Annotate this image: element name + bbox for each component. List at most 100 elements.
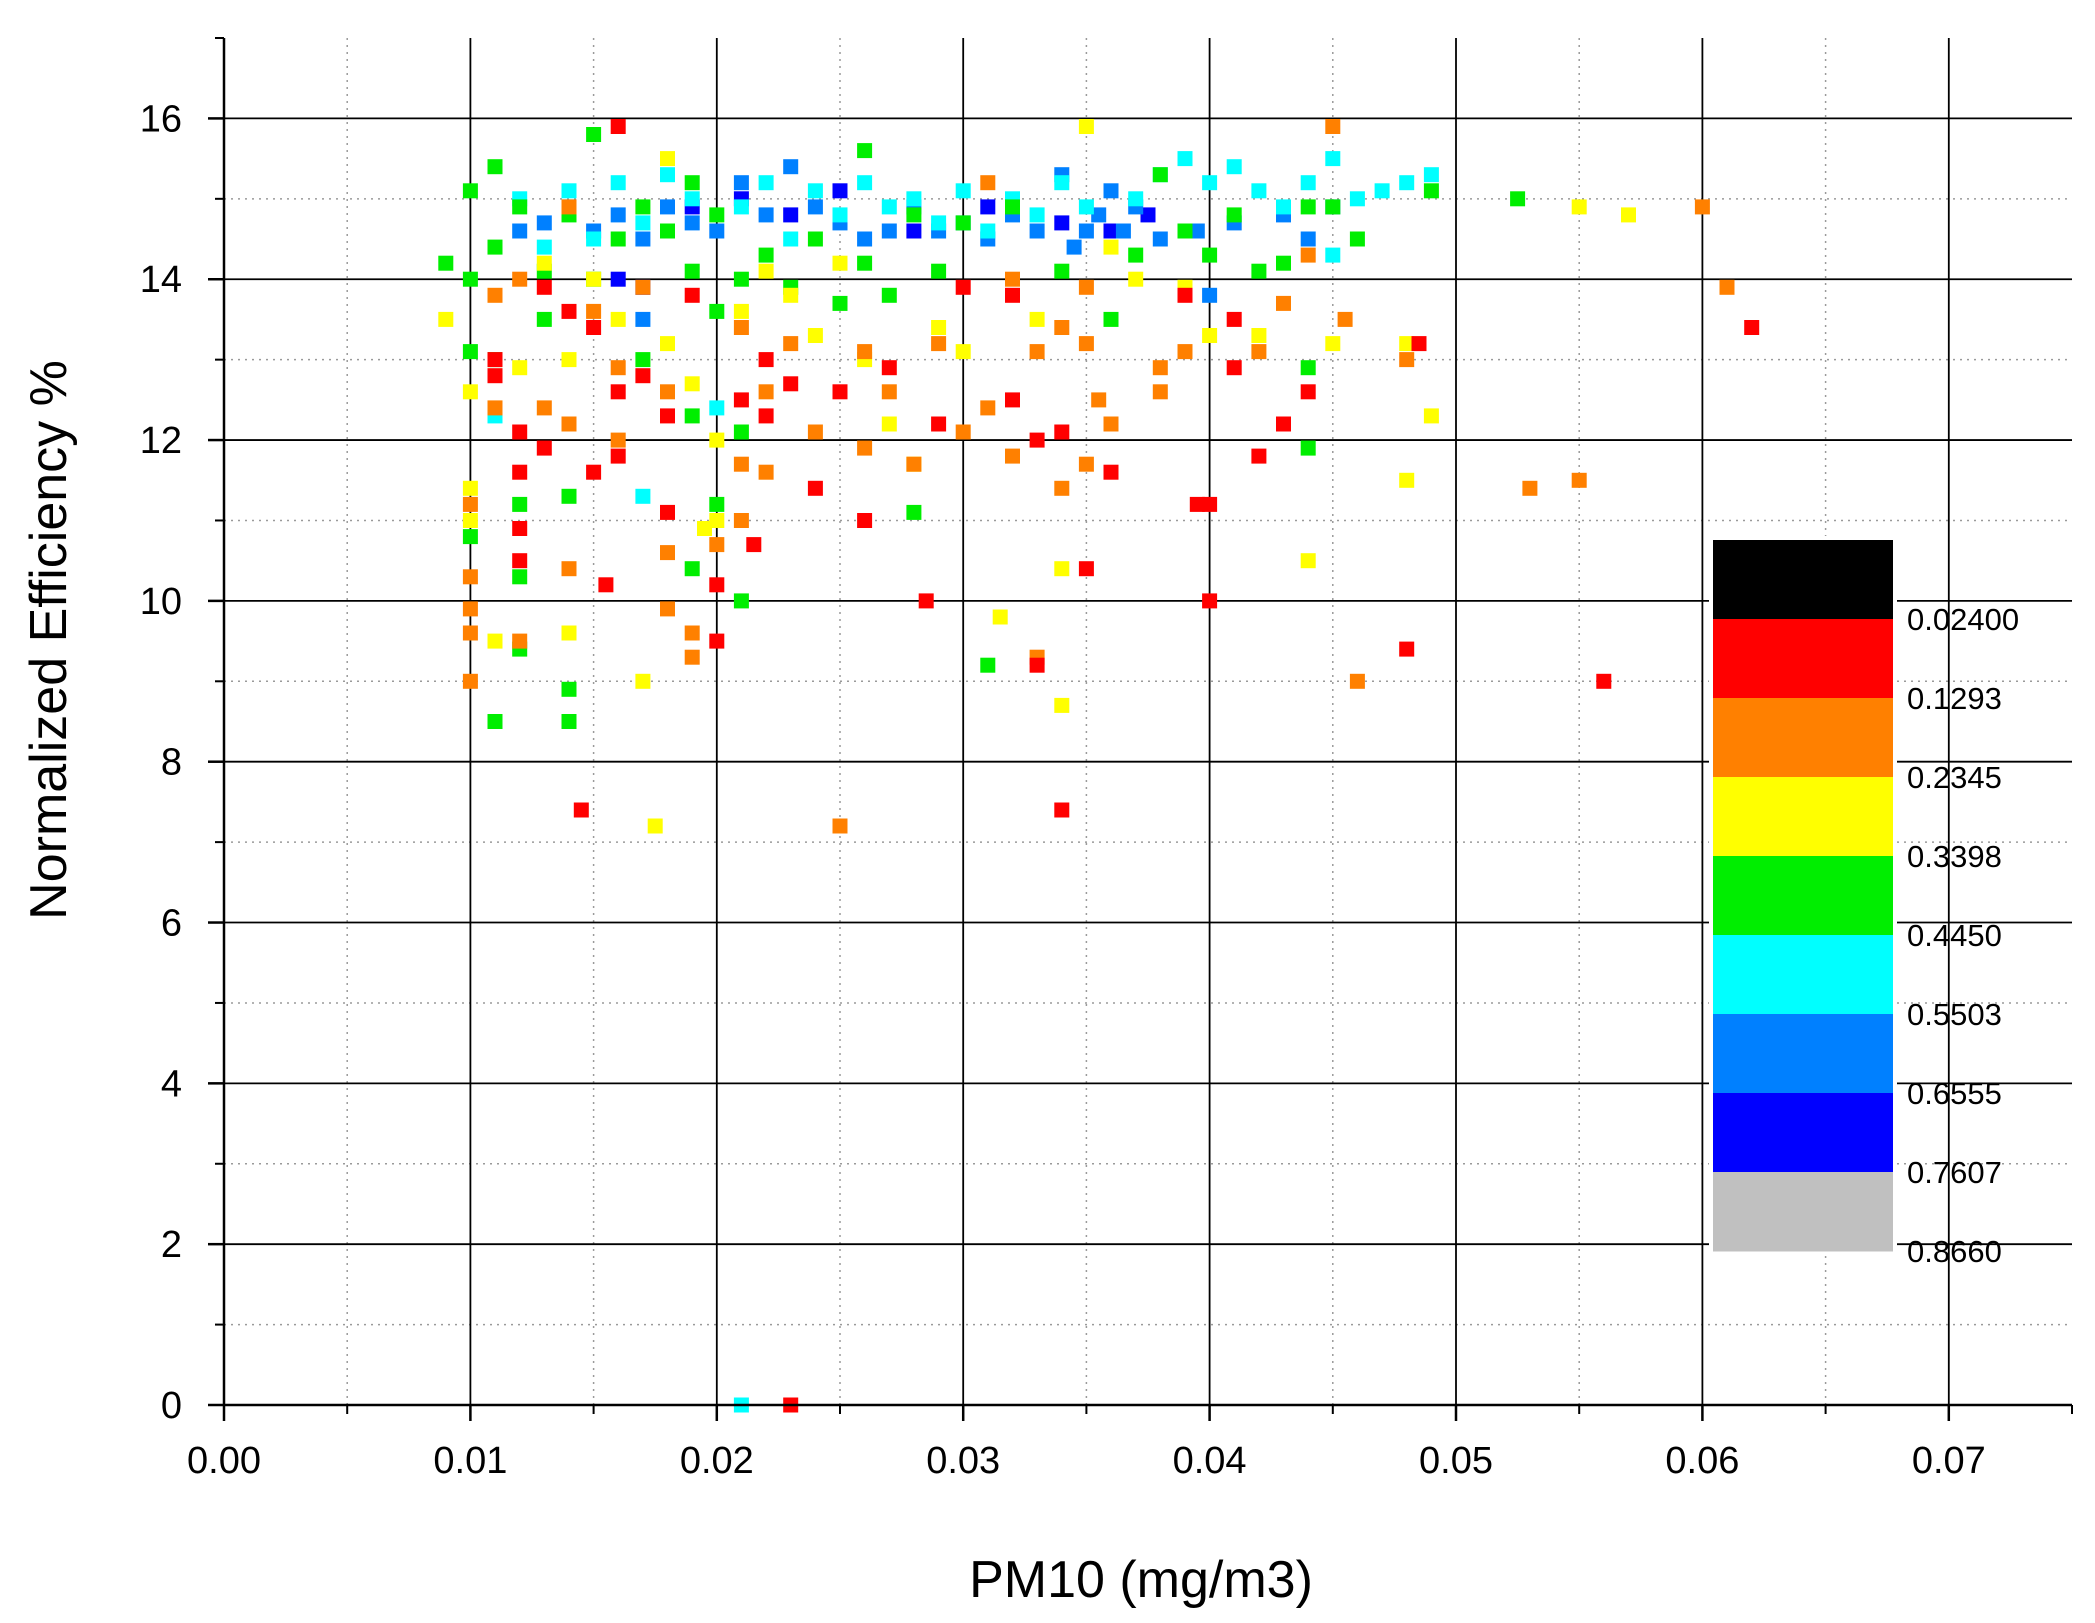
data-point: [1226, 360, 1242, 376]
legend-level-label: 0.6555: [1907, 1076, 2002, 1111]
data-point: [462, 625, 478, 641]
data-point: [931, 215, 947, 231]
data-point: [512, 360, 528, 376]
data-point: [1005, 448, 1020, 464]
data-point: [1078, 199, 1094, 215]
data-point: [462, 601, 478, 617]
data-point: [1054, 424, 1070, 440]
y-axis-label: Normalized Efficiency %: [20, 360, 78, 920]
data-point: [1202, 175, 1218, 191]
data-point: [1251, 344, 1267, 360]
data-point: [487, 400, 503, 416]
data-point: [1054, 802, 1070, 818]
data-point: [1054, 263, 1070, 279]
data-point: [758, 352, 774, 368]
data-point: [684, 649, 700, 665]
data-point: [1251, 448, 1267, 464]
data-point: [857, 255, 873, 271]
data-point: [536, 239, 552, 255]
data-point: [906, 191, 922, 207]
x-tick-label: 0.07: [1912, 1440, 1986, 1482]
x-tick-label: 0.00: [187, 1440, 261, 1482]
legend-level-label: 0.3398: [1907, 839, 2002, 874]
data-point: [733, 392, 749, 408]
data-point: [1128, 247, 1144, 263]
data-point: [635, 368, 651, 384]
data-point: [1337, 311, 1353, 327]
data-point: [1325, 151, 1341, 167]
data-point: [536, 400, 552, 416]
data-point: [1103, 416, 1119, 432]
data-point: [1522, 480, 1538, 496]
data-point: [783, 287, 799, 303]
data-point: [931, 416, 947, 432]
data-point: [1325, 199, 1341, 215]
data-point: [647, 818, 663, 834]
data-point: [918, 593, 934, 609]
data-point: [512, 553, 528, 569]
data-point: [487, 352, 503, 368]
data-point: [561, 303, 577, 319]
data-point: [807, 231, 823, 247]
data-point: [1202, 593, 1218, 609]
data-point: [733, 513, 749, 528]
data-point: [1029, 657, 1045, 673]
data-point: [881, 416, 897, 432]
data-point: [512, 424, 528, 440]
data-point: [1226, 159, 1242, 175]
data-point: [1325, 247, 1341, 263]
data-point: [1054, 320, 1070, 335]
data-point: [660, 151, 675, 167]
data-point: [610, 360, 626, 376]
data-point: [610, 448, 626, 464]
data-point: [1423, 167, 1439, 183]
data-point: [733, 456, 749, 472]
data-point: [758, 408, 774, 424]
data-point: [561, 199, 577, 215]
data-point: [1349, 673, 1365, 689]
data-point: [1078, 336, 1094, 352]
data-point: [1276, 416, 1291, 432]
data-point: [1510, 191, 1526, 207]
y-tick-label: 2: [161, 1224, 182, 1266]
legend-color-band: [1713, 1014, 1893, 1094]
data-point: [1029, 432, 1045, 448]
data-point: [1128, 271, 1144, 287]
y-tick-label: 16: [140, 98, 182, 140]
data-point: [1103, 223, 1119, 239]
data-point: [684, 376, 700, 392]
data-point: [1251, 263, 1267, 279]
legend-color-band: [1713, 619, 1893, 699]
x-tick-label: 0.02: [680, 1440, 754, 1482]
data-point: [832, 183, 848, 199]
data-point: [1177, 287, 1193, 303]
data-point: [1226, 311, 1242, 327]
data-point: [1276, 295, 1291, 311]
data-point: [561, 681, 577, 697]
data-point: [1078, 279, 1094, 295]
data-point: [1177, 344, 1193, 360]
data-point: [1202, 328, 1218, 343]
data-point: [561, 488, 577, 504]
data-point: [832, 295, 848, 311]
data-point: [832, 255, 848, 271]
data-point: [684, 215, 700, 231]
data-point: [610, 384, 626, 400]
y-tick-label: 10: [140, 581, 182, 623]
data-point: [1744, 320, 1760, 335]
data-point: [758, 247, 774, 263]
y-tick-label: 4: [161, 1063, 182, 1105]
data-point: [684, 175, 700, 191]
data-point: [1091, 392, 1107, 408]
color-scale-legend: 0.02400 0.1293 0.2345 0.3398 0.4450 0.5503 0.6…: [1709, 536, 2019, 1269]
data-point: [1005, 199, 1020, 215]
data-point: [857, 344, 873, 360]
data-point: [832, 384, 848, 400]
data-point: [807, 424, 823, 440]
legend-level-label: 0.4450: [1907, 918, 2002, 953]
data-point: [536, 255, 552, 271]
data-point: [1140, 207, 1156, 223]
data-point: [561, 625, 577, 641]
data-point: [733, 320, 749, 335]
data-point: [1078, 119, 1094, 134]
